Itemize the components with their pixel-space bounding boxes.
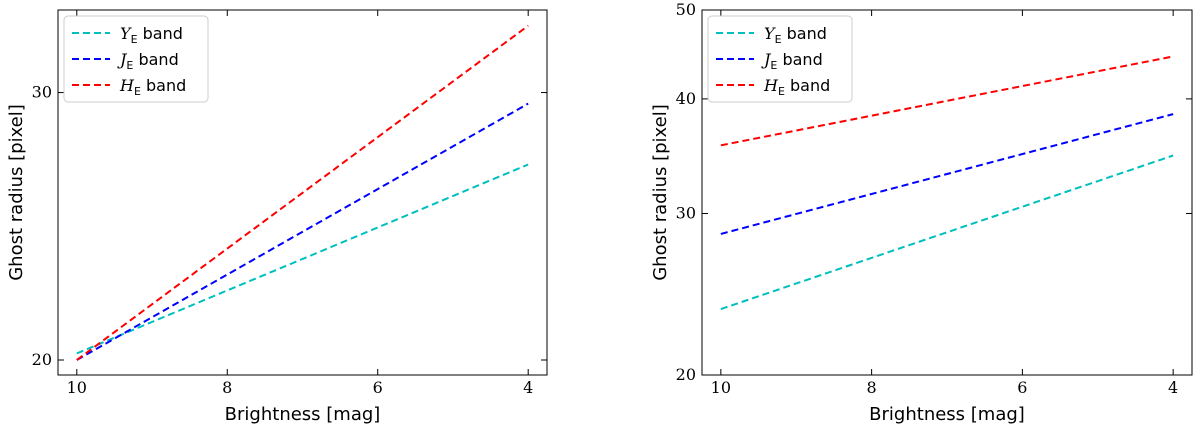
- x-tick-label: 10: [67, 378, 87, 397]
- y-tick-label: 30: [676, 203, 696, 222]
- x-tick-label: 6: [1017, 378, 1027, 397]
- legend-subscript: E: [134, 85, 141, 98]
- legend-box: [63, 15, 209, 103]
- legend-rest: band: [782, 24, 827, 43]
- legend-symbol: Y: [764, 24, 776, 43]
- legend-label: JE band: [117, 50, 179, 72]
- legend-rest: band: [777, 50, 822, 69]
- legend-subscript: E: [778, 85, 785, 98]
- legend-label: HE band: [119, 76, 186, 98]
- legend-symbol: H: [763, 76, 779, 95]
- y-tick-label: 20: [32, 350, 52, 369]
- data-line: [720, 154, 1174, 311]
- y-axis-label: Ghost radius [pixel]: [6, 104, 27, 281]
- legend-subscript: E: [126, 59, 133, 72]
- y-axis-label: Ghost radius [pixel]: [650, 104, 671, 281]
- data-line: [76, 102, 529, 361]
- legend-subscript: E: [775, 33, 782, 46]
- legend-rest: band: [785, 76, 830, 95]
- x-axis-label: Brightness [mag]: [225, 404, 381, 425]
- legend-symbol: Y: [120, 24, 132, 43]
- x-tick-label: 4: [1168, 378, 1178, 397]
- y-tick-label: 40: [676, 89, 696, 108]
- legend-symbol: J: [761, 50, 772, 69]
- legend-label: YE band: [764, 24, 827, 46]
- data-line: [76, 163, 529, 355]
- x-tick-label: 4: [523, 378, 533, 397]
- y-tick-label: 20: [676, 365, 696, 384]
- legend-rest: band: [133, 50, 178, 69]
- plot-frame: [57, 9, 548, 376]
- legend-box: [707, 15, 853, 103]
- x-tick-label: 6: [373, 378, 383, 397]
- legend-symbol: H: [119, 76, 135, 95]
- y-tick-label: 50: [676, 0, 696, 19]
- legend-label: JE band: [761, 50, 823, 72]
- legend-symbol: J: [117, 50, 128, 69]
- legend-label: YE band: [120, 24, 183, 46]
- legend-rest: band: [141, 76, 186, 95]
- x-tick-label: 8: [867, 378, 877, 397]
- plot-frame: [701, 9, 1193, 376]
- x-tick-label: 8: [222, 378, 232, 397]
- legend-subscript: E: [131, 33, 138, 46]
- legend-rest: band: [138, 24, 183, 43]
- legend-label: HE band: [763, 76, 830, 98]
- legend-subscript: E: [770, 59, 777, 72]
- x-tick-label: 10: [711, 378, 731, 397]
- data-line: [720, 113, 1174, 235]
- y-tick-label: 30: [32, 83, 52, 102]
- data-line: [76, 24, 529, 361]
- x-axis-label: Brightness [mag]: [869, 404, 1025, 425]
